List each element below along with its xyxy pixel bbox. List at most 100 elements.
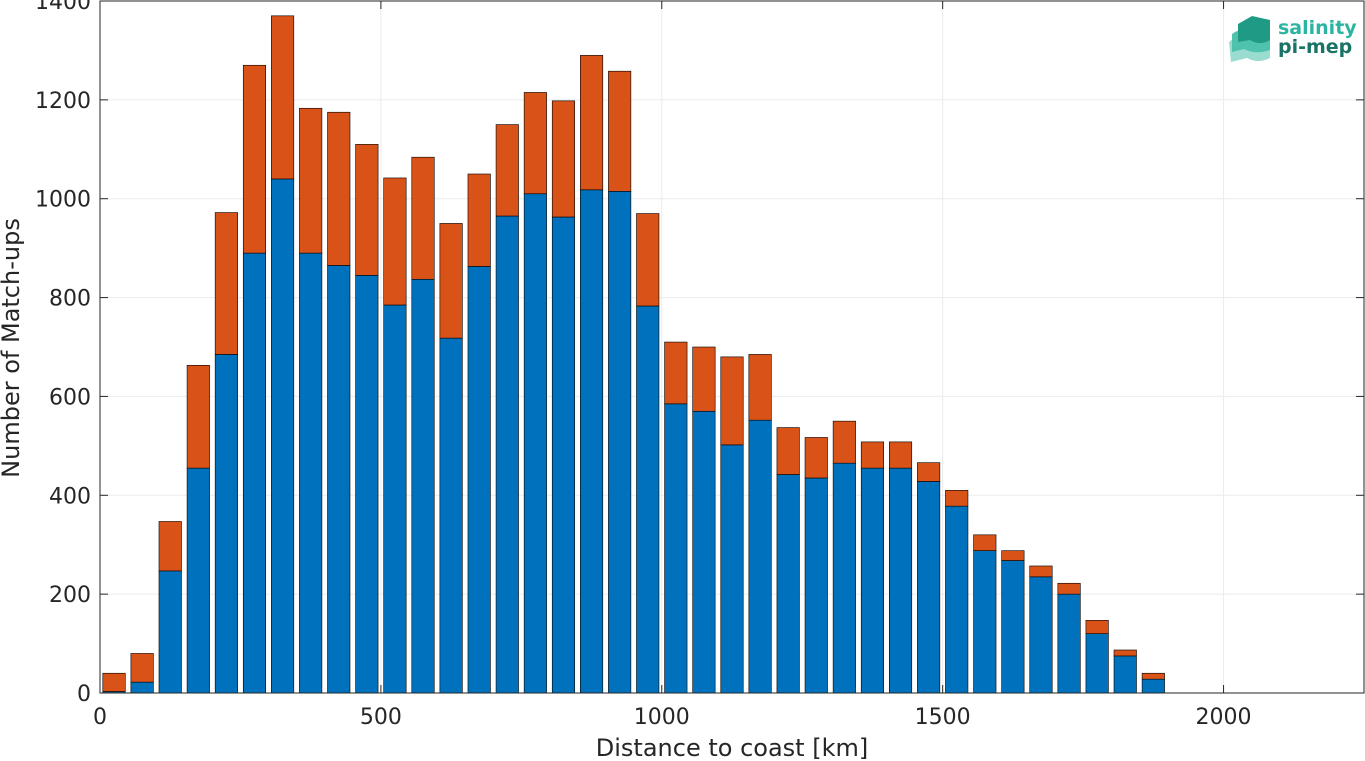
y-tick-label: 1400	[35, 0, 91, 15]
x-axis-label: Distance to coast [km]	[596, 734, 868, 761]
bar-series-2	[945, 490, 969, 507]
bar-series-1	[186, 467, 210, 694]
bar-series-2	[776, 427, 800, 475]
bar-series-1	[636, 305, 660, 694]
bar-series-2	[551, 100, 576, 218]
bar-series-2	[355, 144, 379, 276]
bar-series-1	[973, 550, 997, 694]
bar-series-2	[888, 441, 913, 469]
bar-series-2	[411, 156, 435, 280]
bar-series-1	[1113, 655, 1137, 694]
bar-series-2	[523, 92, 547, 195]
bar-series-1	[804, 477, 828, 694]
bar-series-2	[720, 356, 744, 446]
x-tick-label: 2000	[1196, 705, 1252, 730]
bar-series-2	[495, 124, 519, 217]
bar-series-1	[1029, 576, 1053, 694]
bar-series-1	[664, 403, 688, 694]
bar-series-2	[130, 653, 154, 683]
bar-series-1	[467, 266, 491, 694]
y-tick-label: 600	[49, 385, 91, 410]
y-tick-label: 1000	[35, 188, 91, 213]
bar-series-1	[748, 419, 772, 694]
bar-series-1	[214, 354, 238, 694]
bar-series-2	[327, 111, 351, 266]
bar-series-2	[748, 354, 772, 421]
bar-series-2	[664, 341, 688, 405]
logo-text-salinity: salinity	[1278, 17, 1357, 39]
bar-series-1	[776, 474, 800, 694]
bar-series-1	[327, 265, 351, 694]
bar-series-1	[1085, 633, 1109, 694]
bar-series-2	[636, 213, 660, 307]
bar-series-1	[1141, 678, 1165, 694]
bar-series-1	[1057, 593, 1081, 694]
y-tick-label: 200	[49, 583, 91, 608]
bar-series-2	[467, 173, 491, 267]
bar-series-1	[299, 252, 323, 694]
x-tick-label: 1500	[915, 705, 971, 730]
salinity-pi-mep-logo: salinity pi-mep	[1229, 16, 1357, 62]
bar-series-2	[1113, 649, 1137, 657]
bar-series-1	[1001, 560, 1025, 694]
bar-series-2	[1001, 550, 1025, 561]
bar-series-1	[130, 681, 154, 694]
bar-series-1	[271, 178, 295, 694]
bar-series-1	[383, 304, 407, 694]
bar-series-2	[1141, 672, 1165, 680]
bar-series-2	[383, 177, 407, 306]
y-axis-label: Number of Match-ups	[0, 218, 25, 478]
y-tick-label: 1200	[35, 89, 91, 114]
bar-series-2	[158, 521, 182, 572]
bar-series-1	[945, 505, 969, 694]
bar-series-2	[692, 346, 716, 412]
tick-marks	[99, 0, 1364, 694]
y-tick-label: 0	[77, 682, 91, 707]
bar-series-1	[551, 216, 576, 694]
bar-series-2	[439, 223, 463, 339]
bar-series-2	[608, 70, 632, 192]
x-tick-labels: 0 500 1000 1500 2000	[93, 705, 1252, 730]
wave-logo-icon	[1229, 16, 1270, 62]
bar-series-2	[1085, 620, 1109, 634]
bar-series-2	[1029, 565, 1053, 578]
bar-series-1	[832, 462, 856, 694]
bar-series-2	[271, 15, 295, 180]
bar-series-2	[804, 437, 828, 479]
bar-series-2	[832, 420, 856, 464]
bar-series-1	[439, 337, 463, 694]
bar-series-1	[580, 189, 604, 694]
bars-layer	[102, 15, 1165, 694]
bar-series-1	[242, 252, 267, 694]
bar-series-1	[888, 467, 913, 694]
bar-series-2	[214, 212, 238, 355]
bar-series-2	[299, 107, 323, 254]
bar-series-2	[186, 364, 210, 469]
bar-series-1	[355, 275, 379, 694]
bar-series-2	[242, 64, 267, 254]
bar-series-2	[860, 441, 884, 469]
bar-series-2	[580, 55, 604, 191]
bar-series-2	[917, 462, 941, 482]
bar-series-1	[495, 215, 519, 694]
x-tick-label: 1000	[634, 705, 690, 730]
bar-series-2	[973, 534, 997, 551]
y-tick-label: 800	[49, 287, 91, 312]
bar-series-1	[608, 191, 632, 694]
plot-area-frame	[99, 0, 1365, 694]
bar-series-2	[1057, 582, 1081, 595]
bar-series-2	[102, 672, 126, 692]
bar-series-1	[917, 481, 941, 694]
x-tick-label: 500	[360, 705, 402, 730]
bar-series-1	[860, 467, 884, 694]
bar-series-1	[411, 278, 435, 694]
x-tick-label: 0	[93, 705, 107, 730]
y-tick-labels: 0 200 400 600 800 1000 1200 1400	[35, 0, 91, 707]
bar-series-1	[158, 570, 182, 694]
bar-series-1	[692, 410, 716, 694]
y-tick-label: 400	[49, 484, 91, 509]
logo-text-pi-mep: pi-mep	[1278, 36, 1352, 58]
bar-series-1	[720, 444, 744, 694]
bar-series-1	[523, 193, 547, 694]
